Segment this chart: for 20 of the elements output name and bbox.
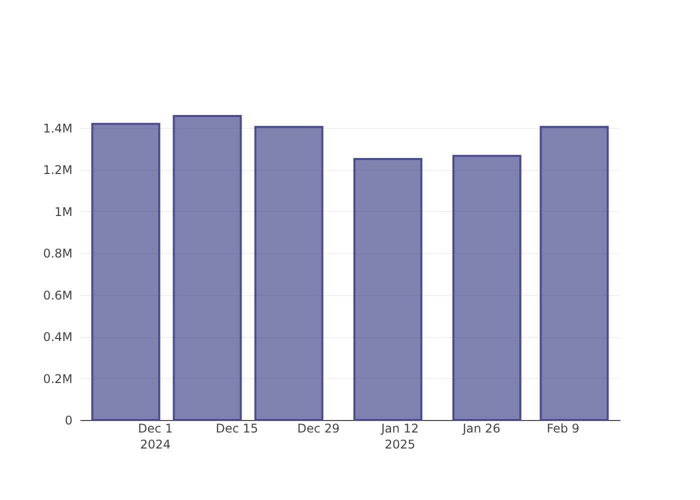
y-tick-label: 0.6M [43, 288, 72, 302]
y-tick-label: 1.4M [43, 121, 72, 136]
y-tick-label: 0.4M [43, 330, 72, 344]
x-tick-label: Dec 29 [297, 422, 340, 436]
x-tick-label: Jan 26 [462, 422, 500, 436]
y-tick-label: 0.8M [43, 246, 72, 261]
bar [254, 126, 324, 421]
x-tick-label: Dec 1 2024 [138, 422, 173, 452]
bar [172, 115, 242, 421]
x-tick-label: Feb 9 [546, 422, 580, 436]
bar [540, 126, 609, 421]
bar [353, 158, 422, 421]
x-tick-label: Dec 15 [216, 422, 258, 436]
bar [452, 154, 522, 421]
bar [91, 122, 160, 421]
y-tick-label: 1M [54, 204, 72, 219]
y-tick-label: 0 [64, 414, 72, 428]
y-tick-label: 1.2M [43, 163, 72, 178]
x-tick-label: Jan 12 2025 [380, 422, 419, 452]
y-tick-label: 0.2M [43, 372, 72, 386]
